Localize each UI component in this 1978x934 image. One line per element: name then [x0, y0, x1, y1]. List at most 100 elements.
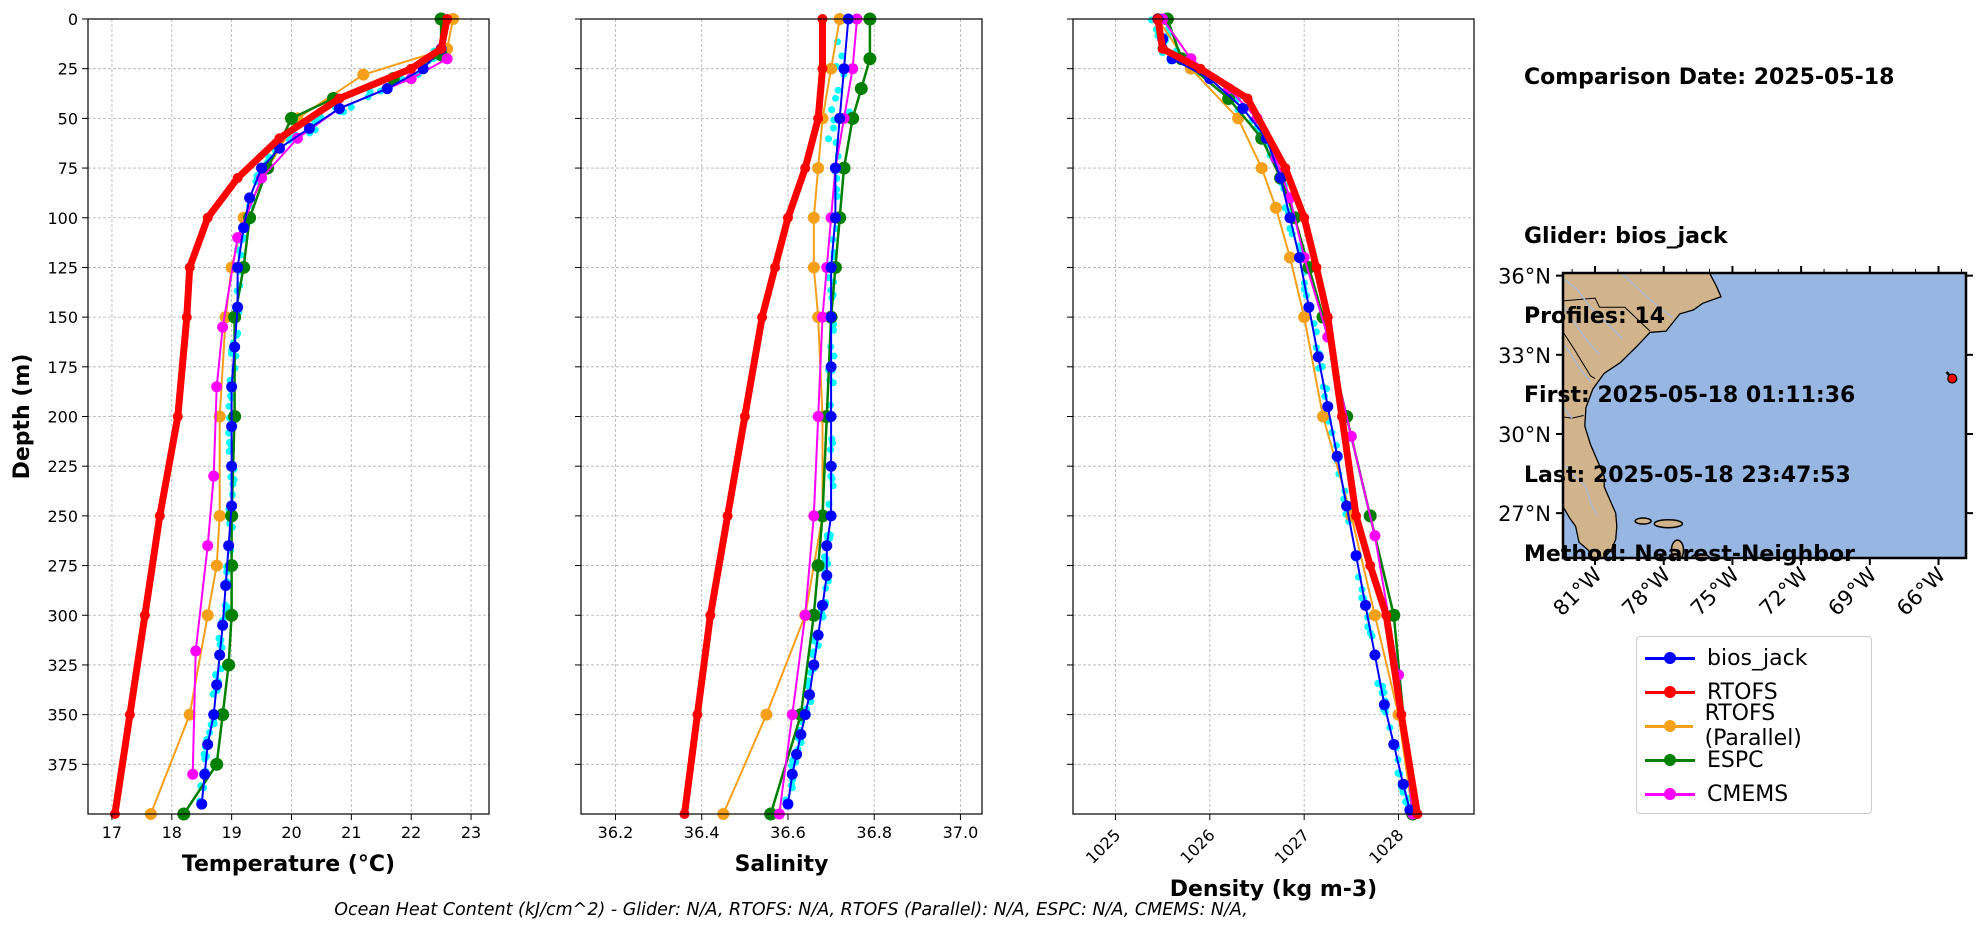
x-tick-label: 36.6	[770, 823, 806, 842]
series-line-bios-jack	[787, 18, 850, 805]
y-tick-label: 150	[47, 308, 78, 327]
data-point-rtofs	[172, 411, 183, 422]
data-point-cmems	[217, 321, 229, 333]
data-point-espc	[1222, 92, 1236, 105]
data-point-bios-jack	[217, 619, 229, 631]
data-point-bios-jack	[825, 460, 837, 472]
x-tick-label: 37.0	[943, 823, 979, 842]
data-point-bios-jack	[804, 689, 816, 701]
legend-swatch	[1645, 718, 1693, 734]
data-point-rtofs-parallel	[210, 559, 223, 572]
data-point-bios-jack	[825, 411, 837, 422]
data-point-cmems	[187, 768, 199, 780]
data-point-bios-jack	[256, 162, 268, 174]
data-point-cmems	[786, 709, 798, 721]
data-point-bios-jack	[238, 222, 250, 234]
data-point-espc	[807, 608, 821, 622]
data-point-espc	[228, 310, 242, 324]
series-line-rtofs-parallel	[1157, 18, 1414, 815]
lat-tick-label: 33°N	[1498, 344, 1551, 368]
data-point-rtofs-parallel	[812, 162, 825, 175]
data-point-bios-jack	[1388, 738, 1400, 750]
first-time: First: 2025-05-18 01:11:36	[1524, 383, 1856, 408]
legend-entry-rtofs-parallel: RTOFS (Parallel)	[1645, 701, 1871, 751]
data-point-bios-jack	[1397, 778, 1409, 790]
legend-swatch	[1645, 786, 1695, 802]
y-tick-label: 125	[47, 258, 78, 277]
data-point-bios-jack	[1284, 212, 1296, 224]
data-point-cmems	[816, 311, 828, 323]
x-tick-label: 1028	[1365, 825, 1407, 867]
series-line-rtofs	[681, 19, 826, 815]
x-tick-label: 20	[281, 823, 301, 842]
x-tick-label: 17	[102, 823, 122, 842]
data-point-bios-jack	[1350, 550, 1362, 562]
data-point-espc	[225, 608, 239, 622]
data-point-bios-jack	[808, 659, 820, 671]
data-point-bios-jack	[214, 649, 226, 661]
data-point-cmems	[232, 232, 244, 244]
river	[1563, 406, 1573, 419]
data-point-espc	[811, 559, 825, 573]
y-tick-label: 375	[47, 755, 78, 774]
glider-scatter-point	[347, 103, 355, 111]
data-point-bios-jack	[223, 540, 235, 552]
legend-entry-espc: ESPC	[1645, 745, 1764, 775]
data-point-bios-jack	[825, 261, 837, 273]
data-point-rtofs	[334, 93, 345, 104]
data-point-espc	[1387, 608, 1401, 622]
x-tick-label: 22	[401, 823, 421, 842]
data-point-rtofs	[722, 510, 733, 521]
x-axis-label: Salinity	[735, 852, 829, 877]
legend-entry-cmems: CMEMS	[1645, 779, 1788, 809]
data-point-rtofs	[1195, 63, 1206, 74]
x-tick-label: 1025	[1082, 825, 1124, 867]
bahamas-island	[1653, 518, 1684, 529]
data-point-bios-jack	[825, 311, 837, 323]
river	[1564, 465, 1598, 517]
data-point-rtofs	[436, 43, 447, 54]
data-point-espc	[284, 111, 298, 125]
data-point-espc	[222, 658, 236, 672]
data-point-bios-jack	[303, 122, 315, 134]
bahamas-island	[1634, 517, 1652, 525]
lon-tick-label: 66°W	[1892, 562, 1950, 620]
data-point-rtofs	[1351, 510, 1362, 521]
data-point-bios-jack	[226, 381, 238, 393]
data-point-espc	[846, 111, 860, 125]
y-tick-label: 175	[47, 358, 78, 377]
data-point-rtofs	[1157, 43, 1168, 54]
data-point-rtofs-parallel	[760, 708, 773, 721]
data-point-bios-jack	[232, 261, 244, 273]
river	[1621, 273, 1674, 319]
glider-scatter-point	[830, 352, 838, 360]
legend-swatch	[1645, 752, 1695, 768]
data-point-bios-jack	[1378, 699, 1390, 711]
temperature-panel: 17 18 19 20 21 22 23 0 25 50 75 100 125 150 175 200 225 2…	[10, 10, 490, 877]
profiles-count: Profiles: 14	[1524, 303, 1666, 329]
river	[1563, 304, 1601, 356]
data-point-rtofs-parallel	[807, 211, 820, 224]
data-point-rtofs	[1365, 560, 1376, 571]
data-point-bios-jack	[821, 570, 833, 581]
data-point-rtofs	[232, 173, 243, 183]
series-line-rtofs	[111, 18, 451, 815]
data-point-rtofs	[406, 63, 417, 74]
data-point-rtofs-parallel	[1368, 609, 1381, 622]
data-point-bios-jack	[211, 679, 223, 691]
data-point-cmems	[441, 53, 453, 65]
data-point-espc	[216, 708, 230, 722]
x-tick-label: 18	[162, 823, 182, 842]
data-point-rtofs	[800, 163, 811, 174]
data-point-espc	[863, 52, 877, 66]
last-time: Last: 2025-05-18 23:47:53	[1524, 462, 1851, 488]
data-point-bios-jack	[782, 798, 794, 810]
data-point-bios-jack	[1359, 599, 1371, 611]
land-southeast-us	[1563, 273, 1722, 558]
data-point-bios-jack	[220, 579, 232, 591]
y-tick-label: 25	[58, 60, 78, 79]
data-point-bios-jack	[791, 748, 803, 760]
data-point-rtofs	[1396, 709, 1407, 720]
data-point-rtofs	[1280, 163, 1291, 174]
y-tick-label: 50	[58, 109, 78, 128]
